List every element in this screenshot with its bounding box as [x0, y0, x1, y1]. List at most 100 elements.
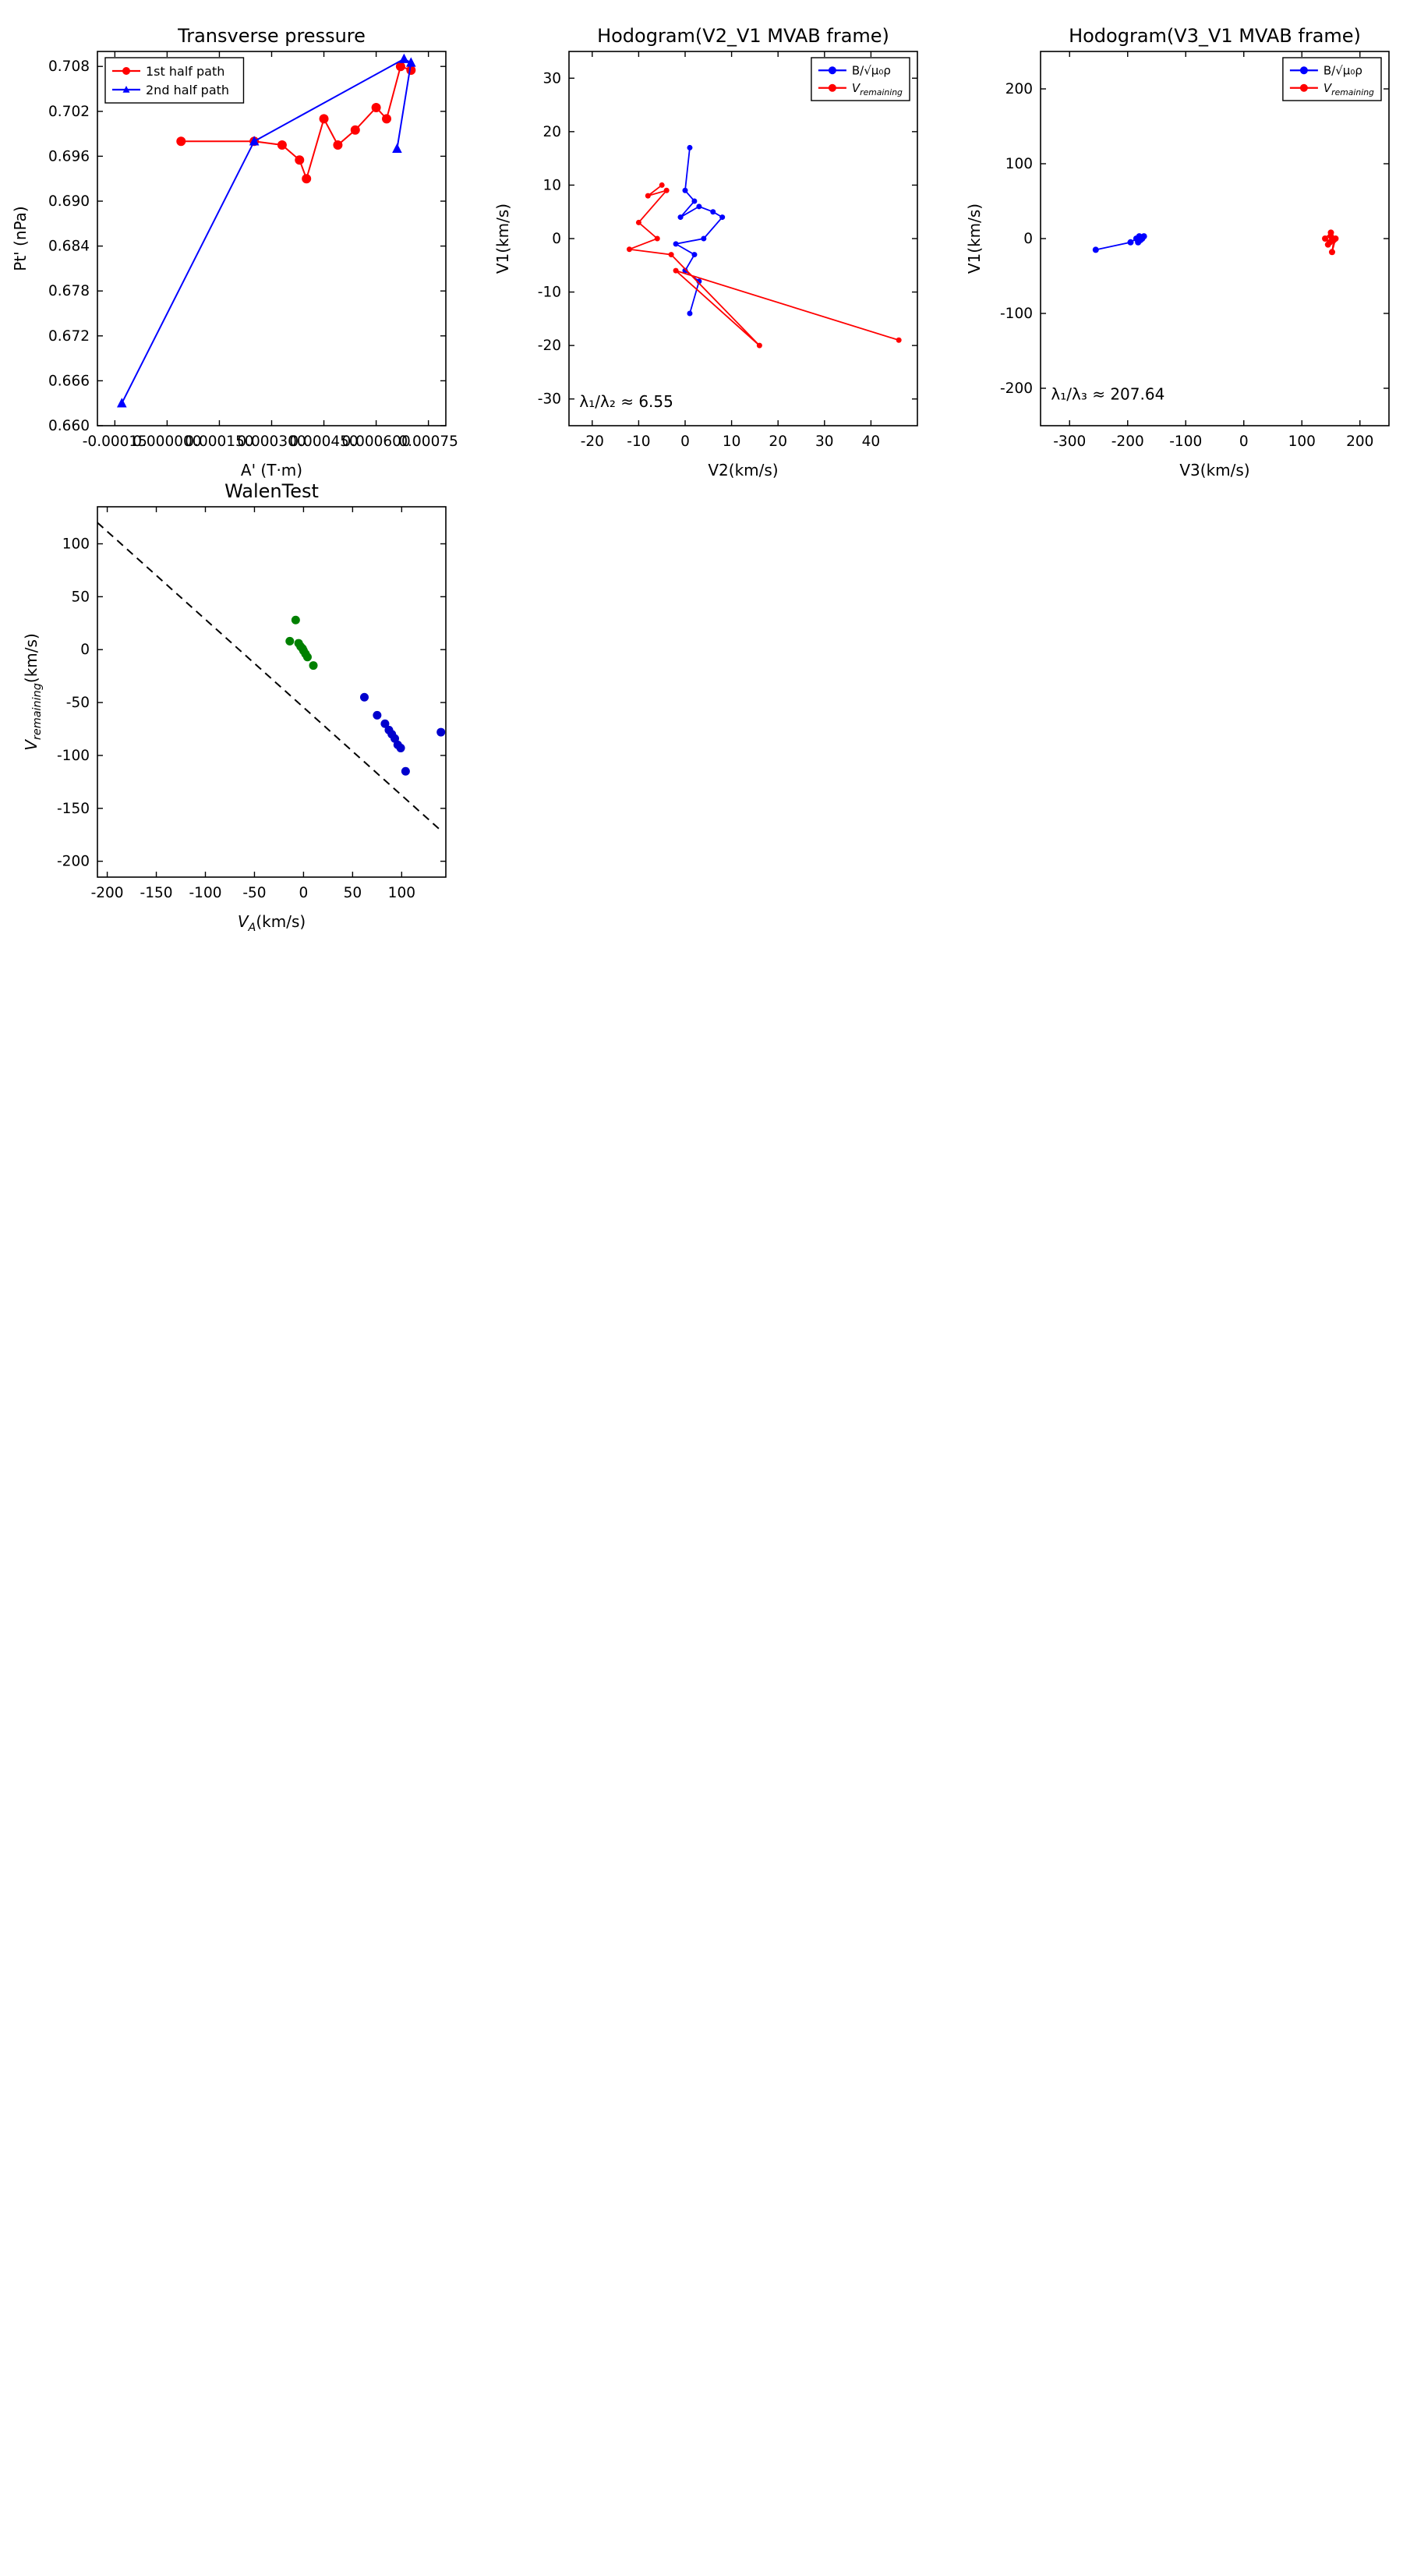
chart-title: Hodogram(V3_V1 MVAB frame)	[1069, 25, 1361, 47]
marker	[828, 66, 836, 75]
x-tick-label: 20	[769, 433, 787, 450]
y-tick-label: 0.666	[48, 373, 90, 389]
marker	[277, 140, 287, 150]
series-layer	[626, 144, 902, 349]
legend-label: B/√μ₀ρ	[852, 64, 891, 78]
marker	[319, 114, 329, 124]
marker	[626, 246, 632, 253]
plot-background	[569, 51, 917, 426]
marker	[285, 636, 295, 646]
marker	[710, 209, 716, 215]
y-tick-label: -20	[538, 338, 561, 354]
x-tick-label: 50	[344, 885, 362, 901]
x-tick-label: 0.00075	[398, 433, 458, 450]
y-tick-label: 100	[62, 536, 90, 553]
y-axis-label: V1(km/s)	[965, 203, 984, 274]
series-V-remaining	[629, 184, 899, 346]
marker	[1332, 235, 1339, 242]
series-layer	[97, 522, 446, 832]
x-axis-label: V2(km/s)	[708, 461, 778, 479]
legend-label: 2nd half path	[146, 83, 229, 97]
y-tick-label: -50	[66, 695, 90, 711]
y-tick-label: 50	[71, 589, 90, 605]
y-tick-label: -200	[1000, 380, 1033, 397]
y-tick-label: 0.672	[48, 328, 90, 345]
marker	[382, 114, 392, 124]
marker	[687, 310, 693, 317]
y-tick-label: -10	[538, 285, 561, 301]
x-tick-label: 0	[299, 885, 309, 901]
marker	[663, 187, 670, 193]
marker	[673, 267, 679, 274]
legend-label: B/√μ₀ρ	[1323, 64, 1362, 78]
y-tick-label: 0.690	[48, 193, 90, 210]
x-tick-label: -20	[581, 433, 604, 450]
marker	[399, 53, 409, 63]
marker	[1322, 235, 1329, 242]
annotation: λ₁/λ₂ ≈ 6.55	[579, 392, 673, 411]
x-axis-label: VA(km/s)	[238, 912, 306, 934]
legend-label: Vremaining	[1323, 81, 1374, 97]
marker	[291, 615, 300, 625]
y-tick-label: -100	[1000, 306, 1033, 322]
legend-box	[104, 57, 245, 104]
marker	[673, 241, 679, 247]
x-tick-label: -0.00015	[83, 433, 147, 450]
marker	[249, 136, 260, 146]
marker	[1327, 233, 1334, 240]
legend-box	[811, 57, 910, 101]
marker	[896, 337, 902, 343]
marker	[406, 57, 416, 67]
y-tick-label: 100	[1005, 156, 1033, 172]
y-axis-label: V1(km/s)	[493, 203, 512, 274]
legend-box	[1282, 57, 1382, 101]
x-axis-label: A' (T·m)	[241, 461, 302, 479]
marker	[687, 144, 693, 150]
y-tick-label: 0.708	[48, 58, 90, 75]
y-tick-label: 0.702	[48, 104, 90, 120]
marker	[828, 83, 836, 92]
x-tick-label: -150	[140, 885, 173, 901]
marker	[176, 136, 186, 147]
marker	[401, 766, 410, 776]
marker	[719, 214, 726, 221]
y-tick-label: 0	[552, 231, 561, 247]
marker	[701, 235, 707, 242]
series-1st-half-path	[181, 65, 412, 182]
x-tick-label: 0.000450	[289, 433, 358, 450]
marker	[682, 267, 688, 274]
x-tick-label: 10	[723, 433, 741, 450]
marker	[1092, 246, 1099, 253]
marker	[309, 661, 318, 671]
marker	[645, 193, 651, 199]
marker	[380, 719, 390, 728]
x-tick-label: -200	[1111, 433, 1144, 450]
annotation: λ₁/λ₃ ≈ 207.64	[1051, 384, 1164, 403]
panel-walen-test: -200 -150 -100 -50 0 50 100 -200 -150 -100 -50 0 50 1…	[22, 480, 447, 934]
y-tick-label: 0.684	[48, 239, 90, 255]
panel-hodogram-v3v1-mvab: -300 -200 -100 0 100 200 -200 -100 0 100 200 Hodogr…	[965, 25, 1390, 479]
marker	[756, 342, 762, 349]
marker	[668, 252, 674, 258]
y-tick-label: 0.678	[48, 283, 90, 299]
plot-background	[97, 51, 446, 426]
y-tick-label: 10	[542, 177, 561, 193]
x-tick-label: 30	[815, 433, 834, 450]
marker	[654, 235, 660, 242]
legend: B/√μ₀ρ Vremaining	[811, 57, 910, 101]
y-tick-label: -150	[57, 801, 90, 817]
marker	[373, 710, 382, 720]
x-tick-label: -300	[1053, 433, 1086, 450]
x-tick-label: 0	[1239, 433, 1249, 450]
marker	[295, 155, 305, 165]
chart-title: Hodogram(V2_V1 MVAB frame)	[597, 25, 889, 47]
marker	[371, 103, 381, 112]
y-tick-label: 0	[1023, 231, 1033, 247]
marker	[302, 174, 312, 184]
y-tick-label: -30	[538, 391, 561, 408]
y-tick-label: -100	[57, 748, 90, 764]
marker	[1299, 66, 1308, 75]
chart-title: WalenTest	[224, 480, 319, 502]
marker	[635, 219, 641, 225]
